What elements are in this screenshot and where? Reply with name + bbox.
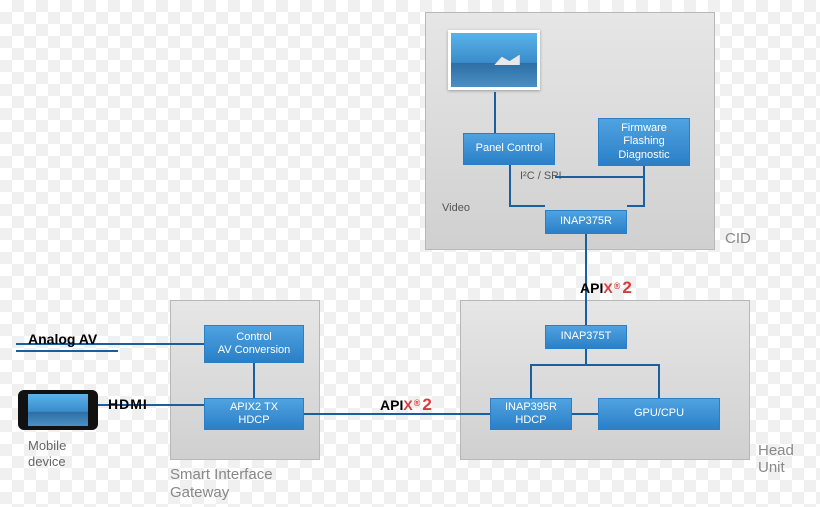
edge (643, 176, 645, 206)
node-label: Flashing (623, 135, 665, 148)
panel-control-node: Panel Control (463, 133, 555, 165)
node-label: Diagnostic (618, 149, 669, 162)
node-label: INAP375R (560, 215, 612, 228)
firmware-node: Firmware Flashing Diagnostic (598, 118, 690, 166)
edge (555, 176, 645, 178)
node-label: AV Conversion (218, 344, 291, 357)
head-unit-label: Head Unit (758, 442, 820, 476)
inap375r-node: INAP375R (545, 210, 627, 234)
edge (658, 364, 660, 398)
apix2-brand-mid: APIX®2 (380, 395, 432, 415)
edge (530, 364, 660, 366)
node-label: Control (236, 331, 271, 344)
i2c-spi-label: I²C / SPI (520, 170, 562, 182)
cid-label: CID (725, 230, 751, 247)
node-label: INAP395R (505, 401, 557, 414)
gateway-panel (170, 300, 320, 460)
video-label: Video (442, 202, 470, 214)
edge (16, 350, 118, 352)
gateway-label: Smart Interface Gateway (170, 466, 273, 502)
node-label: Panel Control (476, 142, 543, 155)
apix2-brand-top: APIX®2 (580, 278, 632, 298)
edge (509, 205, 545, 207)
edge (509, 165, 511, 205)
edge (253, 363, 255, 398)
node-label: HDCP (238, 414, 269, 427)
node-label: GPU/CPU (634, 407, 684, 420)
cid-photo (448, 30, 540, 90)
edge (585, 349, 587, 364)
edge (530, 364, 532, 398)
edge (494, 92, 496, 133)
node-label: Firmware (621, 122, 667, 135)
inap395r-node: INAP395R HDCP (490, 398, 572, 430)
analog-av-label: Analog AV (28, 331, 97, 347)
phone-icon (18, 390, 98, 430)
head-unit-panel (460, 300, 750, 460)
gpu-cpu-node: GPU/CPU (598, 398, 720, 430)
edge (627, 205, 645, 207)
edge (572, 413, 598, 415)
hdmi-label: HDMI (108, 396, 148, 412)
mobile-device-label: Mobile device (28, 438, 66, 469)
node-label: INAP375T (561, 330, 612, 343)
apix2tx-node: APIX2 TX HDCP (204, 398, 304, 430)
node-label: APIX2 TX (230, 401, 278, 414)
node-label: HDCP (515, 414, 546, 427)
control-avconv-node: Control AV Conversion (204, 325, 304, 363)
inap375t-node: INAP375T (545, 325, 627, 349)
